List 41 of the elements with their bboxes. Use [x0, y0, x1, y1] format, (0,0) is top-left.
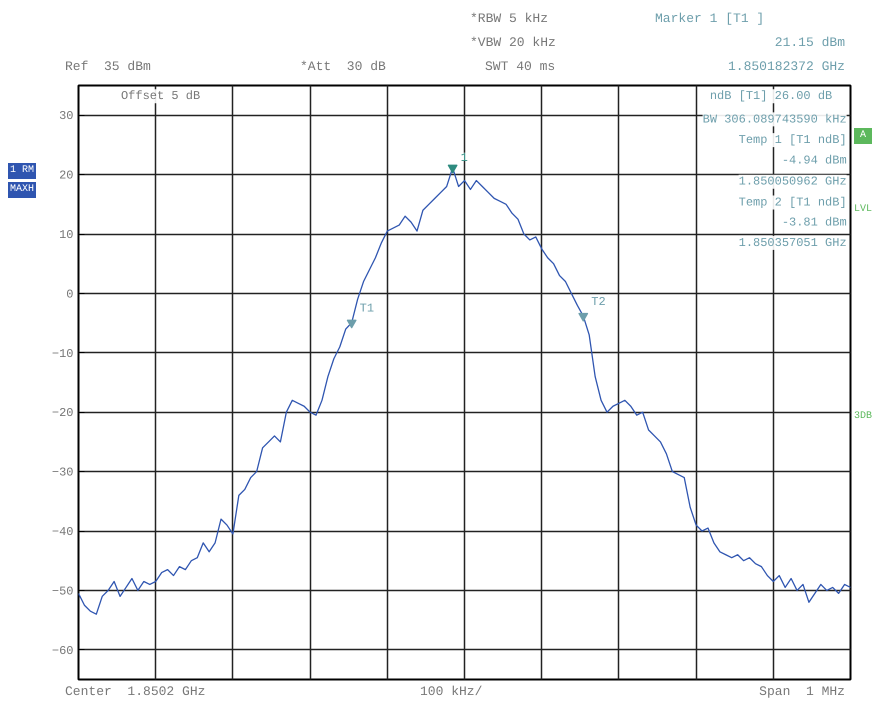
y-tick-label: 10 [59, 228, 74, 242]
annotation: ndB [T1] 26.00 dB [710, 89, 832, 104]
point [578, 312, 588, 322]
text: *Att 30 dB [300, 58, 386, 76]
series-label: 1 [460, 150, 468, 165]
text: MAXH [8, 182, 36, 198]
text: LVL [854, 203, 872, 217]
y-tick-label: 0 [66, 287, 74, 302]
series-label: T1 [360, 302, 374, 316]
annotation: Temp 2 [T1 ndB] [738, 196, 847, 210]
annotation: BW 306.089743590 kHz [702, 112, 847, 126]
annotation: Temp 1 [T1 ndB] [738, 133, 847, 148]
annotation: Offset 5 dB [120, 89, 200, 104]
series-label: T2 [591, 295, 606, 310]
point [346, 320, 357, 328]
text: 1.850182372 GHz [728, 58, 845, 76]
text: *VBW 20 kHz [470, 34, 556, 52]
y-tick-label: 20 [59, 168, 74, 183]
y-tick-label: −50 [52, 584, 74, 598]
annotation: 1.850357051 GHz [738, 236, 847, 250]
text: SWT 40 ms [485, 58, 556, 76]
text: Span 1 MHz [759, 683, 845, 701]
text: 1 RM [8, 163, 36, 180]
y-tick-label: −10 [52, 346, 74, 361]
annotation: -4.94 dBm [782, 153, 847, 168]
text: 100 kHz/ [420, 683, 482, 701]
text: *RBW 5 kHz [470, 10, 548, 28]
text: Ref 35 dBm [65, 58, 151, 76]
text: Center 1.8502 GHz [65, 683, 206, 701]
point [448, 164, 458, 174]
annotation: -3.81 dBm [782, 216, 847, 230]
y-tick-label: −30 [52, 466, 74, 480]
text: 21.15 dBm [774, 34, 845, 52]
text: 3DB [854, 410, 872, 424]
annotation: 1.850050962 GHz [738, 174, 847, 189]
text: Marker 1 [T1 ] [655, 10, 764, 28]
y-tick-label: −40 [52, 525, 74, 539]
y-tick-label: −20 [52, 406, 74, 420]
y-tick-label: 30 [59, 109, 74, 124]
text: A [854, 128, 872, 144]
y-tick-label: −60 [52, 644, 74, 658]
